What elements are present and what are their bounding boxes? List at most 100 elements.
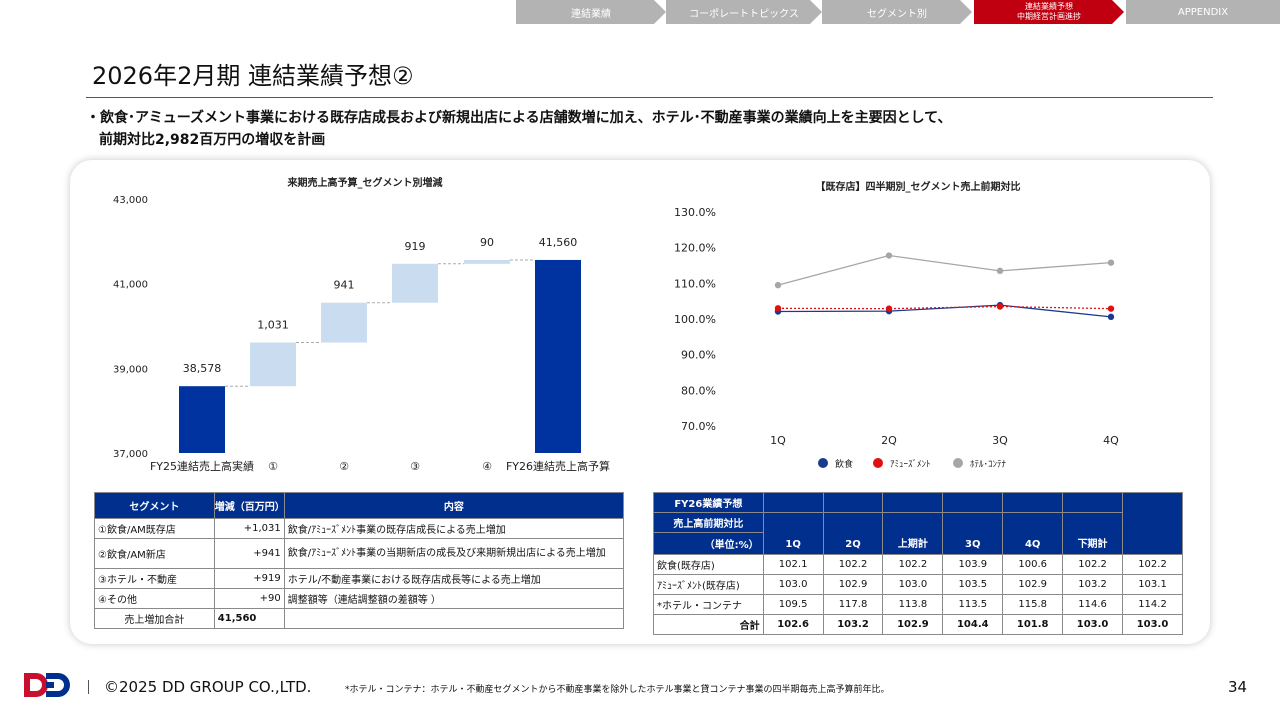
series-line <box>777 305 1112 310</box>
table-cell: 114.2 <box>1122 594 1183 615</box>
table-cell: 102.9 <box>822 574 884 595</box>
tab-forecast[interactable]: 連結業績予想 中期経営計画進捗 <box>974 0 1124 24</box>
category-label: ③ <box>410 460 420 473</box>
data-point <box>1107 305 1115 312</box>
y-tick-label: 43,000 <box>113 195 148 206</box>
tab-label: 連結業績予想 <box>1025 2 1073 11</box>
segment-change-table: セグメント 増減（百万円） 内容 ①飲食/AM既存店 +1,031 飲食/ｱﾐｭ… <box>94 492 625 629</box>
data-point <box>1107 259 1115 266</box>
data-point <box>885 305 893 312</box>
table-row: 飲食(既存店) 102.1 102.2 102.2 103.9 100.6 10… <box>653 554 1183 575</box>
table-cell: 102.6 <box>762 614 824 635</box>
table-cell: 115.8 <box>1002 594 1064 615</box>
tab-corporate-topics[interactable]: コーポレートトピックス <box>666 0 822 24</box>
category-label: FY25連結売上高実績 <box>150 459 254 473</box>
category-label: 2Q <box>881 434 897 447</box>
table-cell: 102.9 <box>882 614 944 635</box>
table-cell: 102.2 <box>1122 554 1183 575</box>
category-label: 1Q <box>770 434 786 447</box>
table-total-row: 合計 102.6 103.2 102.9 104.4 101.8 103.0 1… <box>653 614 1183 635</box>
table-row: ③ホテル・不動産 +919 ホテル/不動産事業における既存店成長等による売上増加 <box>94 568 625 589</box>
table-header: 売上高前期対比 <box>653 512 764 533</box>
table-cell: 飲食/ｱﾐｭｰｽﾞﾒﾝﾄ事業の当期新店の成長及び来期新規出店による売上増加 <box>283 538 625 569</box>
table-cell: +1,031 <box>213 518 285 539</box>
table-header: 増減（百万円） <box>213 492 285 519</box>
tab-label: コーポレートトピックス <box>689 8 799 20</box>
category-label: ① <box>268 460 278 473</box>
page-title: 2026年2月期 連結業績予想② <box>92 62 414 90</box>
waterfall-bar <box>535 259 581 453</box>
tab-consolidated-results[interactable]: 連結業績 <box>516 0 666 24</box>
data-point <box>885 252 893 259</box>
table-row: ①飲食/AM既存店 +1,031 飲食/ｱﾐｭｰｽﾞﾒﾝﾄ事業の既存店成長による… <box>94 518 625 539</box>
data-label: 941 <box>334 279 355 292</box>
tab-segments[interactable]: セグメント別 <box>822 0 972 24</box>
table-cell: 104.4 <box>942 614 1004 635</box>
footnote-text: *ホテル・コンテナ：ホテル・不動産セグメントから不動産事業を除外したホテル事業と… <box>345 685 890 695</box>
y-tick-label: 39,000 <box>113 364 148 375</box>
table-header: 3Q <box>942 512 1004 555</box>
table-cell: 飲食(既存店) <box>653 554 764 575</box>
table-header: 4Q <box>1002 512 1064 555</box>
data-point <box>774 281 782 289</box>
table-cell: 102.9 <box>1002 574 1064 595</box>
table-cell: 41,560 <box>213 608 285 629</box>
footer-divider <box>88 680 89 694</box>
table-total-row: 売上増加合計 41,560 <box>94 608 625 629</box>
summary-line-1: ・飲食･アミューズメント事業における既存店成長および新規出店による店舗数増に加え… <box>86 110 952 126</box>
waterfall-bar <box>392 263 438 303</box>
legend-marker <box>953 458 963 468</box>
table-header: セグメント <box>94 492 215 519</box>
table-cell: 109.5 <box>762 594 824 615</box>
table-row: ④その他 +90 調整額等（連結調整額の差額等 ） <box>94 588 625 609</box>
category-label: 4Q <box>1103 434 1119 447</box>
waterfall-chart-title: 来期売上高予算_セグメント別増減 <box>287 176 443 189</box>
data-label: 90 <box>480 236 494 249</box>
table-row: ②飲食/AM新店 +941 飲食/ｱﾐｭｰｽﾞﾒﾝﾄ事業の当期新店の成長及び来期… <box>94 538 625 569</box>
table-cell: 102.2 <box>1062 554 1124 575</box>
y-tick-label: 110.0% <box>674 277 716 290</box>
y-tick-label: 120.0% <box>674 242 716 255</box>
table-row: ｱﾐｭｰｽﾞﾒﾝﾄ(既存店) 103.0 102.9 103.0 103.5 1… <box>653 574 1183 595</box>
table-cell: 114.6 <box>1062 594 1124 615</box>
tab-label: APPENDIX <box>1177 6 1229 18</box>
table-cell: 117.8 <box>822 594 884 615</box>
table-cell: *ホテル・コンテナ <box>653 594 764 615</box>
y-tick-label: 80.0% <box>681 384 716 397</box>
data-point <box>1107 313 1115 321</box>
table-cell: 103.0 <box>762 574 824 595</box>
tab-label: 連結業績 <box>571 8 611 20</box>
waterfall-bar <box>464 260 510 264</box>
y-tick-label: 90.0% <box>681 349 716 362</box>
table-header: 1Q <box>762 512 824 555</box>
table-cell: ①飲食/AM既存店 <box>94 518 215 539</box>
table-cell: 100.6 <box>1002 554 1064 575</box>
y-tick-label: 37,000 <box>113 449 148 460</box>
y-tick-label: 100.0% <box>674 313 716 326</box>
table-cell: +90 <box>213 588 285 609</box>
tab-appendix[interactable]: APPENDIX <box>1126 0 1280 24</box>
table-cell: 売上増加合計 <box>94 608 215 629</box>
category-label: FY26連結売上高予算 <box>506 459 610 473</box>
legend-marker <box>818 458 828 468</box>
table-cell: 102.1 <box>762 554 824 575</box>
table-cell: ④その他 <box>94 588 215 609</box>
table-cell: 103.9 <box>942 554 1004 575</box>
line-chart: 【既存店】四半期別_セグメント売上前期対比 130.0% 120.0% 110.0%… <box>674 180 1119 470</box>
table-cell: 調整額等（連結調整額の差額等 ） <box>283 588 625 609</box>
data-point <box>774 305 782 312</box>
waterfall-bar <box>250 342 296 387</box>
table-header: 上期計 <box>882 512 944 555</box>
table-cell: 113.8 <box>882 594 944 615</box>
legend-label: 飲食 <box>835 458 853 470</box>
table-header: （単位:%） <box>653 532 764 555</box>
category-label: ② <box>339 460 349 473</box>
data-label: 38,578 <box>183 362 222 375</box>
table-header: FY26業績予想 <box>653 492 764 513</box>
series-line <box>777 254 1112 286</box>
waterfall-bar <box>321 302 367 343</box>
table-cell: 飲食/ｱﾐｭｰｽﾞﾒﾝﾄ事業の既存店成長による売上増加 <box>283 518 625 539</box>
y-tick-label: 130.0% <box>674 206 716 219</box>
tab-label: セグメント別 <box>867 8 927 20</box>
category-label: 3Q <box>992 434 1008 447</box>
